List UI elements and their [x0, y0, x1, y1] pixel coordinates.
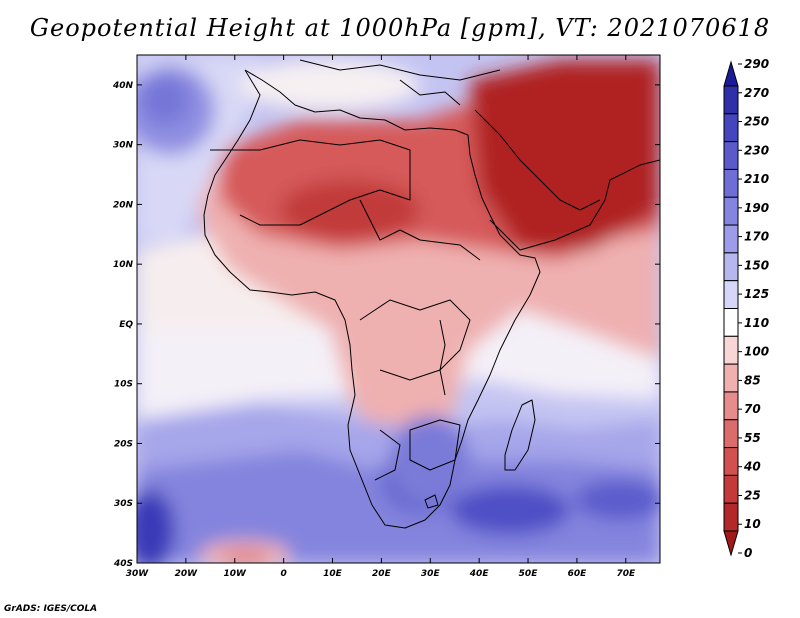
colorbar-top-arrow: [723, 60, 739, 87]
colorbar-label: 10: [744, 517, 761, 531]
lat-label: 10N: [113, 260, 134, 270]
lat-label: EQ: [119, 320, 133, 330]
colorbar-label: 210: [744, 172, 769, 186]
colorbar-label: 0: [744, 546, 752, 560]
colorbar-swatch: [723, 280, 739, 309]
colorbar-swatch: [723, 419, 739, 449]
lat-label: 30N: [113, 141, 134, 151]
colorbar-swatch: [723, 224, 739, 254]
lon-label: 40E: [469, 569, 490, 579]
colorbar-label: 190: [744, 201, 769, 215]
lon-label: 60E: [568, 569, 588, 579]
lon-label: 20E: [372, 569, 392, 579]
colorbar-label: 25: [744, 488, 761, 502]
colorbar-swatch: [723, 168, 739, 198]
colorbar-label: 290: [744, 57, 769, 71]
lon-label: 70E: [616, 569, 636, 579]
colorbar-label: 150: [744, 258, 769, 272]
lon-label: 10E: [323, 569, 343, 579]
colorbar-swatch: [723, 196, 739, 226]
lat-label: 20N: [113, 200, 134, 210]
latitude-axis: 40N 30N 20N 10N EQ 10S 20S 30S 40S: [112, 81, 660, 569]
plot-area: [137, 55, 660, 563]
colorbar-swatch: [723, 252, 739, 282]
lat-label: 20S: [114, 439, 133, 449]
colorbar-label: 230: [744, 143, 769, 157]
colorbar-label: 110: [744, 316, 769, 330]
map-title: Geopotential Height at 1000hPa [gpm], VT…: [29, 14, 771, 42]
colorbar-swatch: [723, 391, 739, 421]
lon-label: 10W: [224, 569, 248, 579]
colorbar-label: 270: [744, 86, 769, 100]
lon-label: 20W: [175, 569, 199, 579]
lon-label: 0: [281, 569, 287, 579]
colorbar-label: 170: [744, 230, 769, 244]
longitude-axis: 30W 20W 10W 0 10E 20E 30E 40E 50E 60E 70E: [126, 55, 636, 579]
colorbar-label: 85: [744, 373, 761, 387]
colorbar-bottom-arrow: [723, 530, 739, 557]
lat-label: 40N: [112, 81, 134, 91]
colorbar-swatch: [723, 502, 739, 532]
colorbar-swatch: [723, 85, 739, 115]
coastlines: [203, 59, 660, 529]
colorbar-label: 125: [744, 287, 769, 301]
colorbar-swatch: [723, 363, 739, 393]
colorbar-label: 70: [744, 402, 761, 416]
colorbar-swatch: [723, 113, 739, 143]
grads-credit: GrADS: IGES/COLA: [4, 604, 98, 614]
colorbar-swatch: [723, 447, 739, 476]
lat-label: 30S: [114, 499, 133, 509]
colorbar-swatch: [723, 335, 739, 365]
colorbar-swatch: [723, 308, 739, 337]
lon-label: 50E: [519, 569, 539, 579]
colorbar-swatch: [723, 474, 739, 504]
colorbar-label: 40: [743, 460, 761, 474]
colorbar: 2902702502302101901701501251101008570554…: [723, 57, 769, 560]
colorbar-swatch: [723, 141, 739, 170]
colorbar-label: 250: [744, 115, 769, 129]
colorbar-label: 100: [744, 345, 769, 359]
lon-label: 30W: [126, 569, 150, 579]
plot-frame: [136, 54, 661, 564]
lat-label: 10S: [114, 380, 133, 390]
colorbar-label: 55: [744, 431, 761, 445]
lon-label: 30E: [421, 569, 441, 579]
lat-label: 40S: [113, 559, 133, 569]
